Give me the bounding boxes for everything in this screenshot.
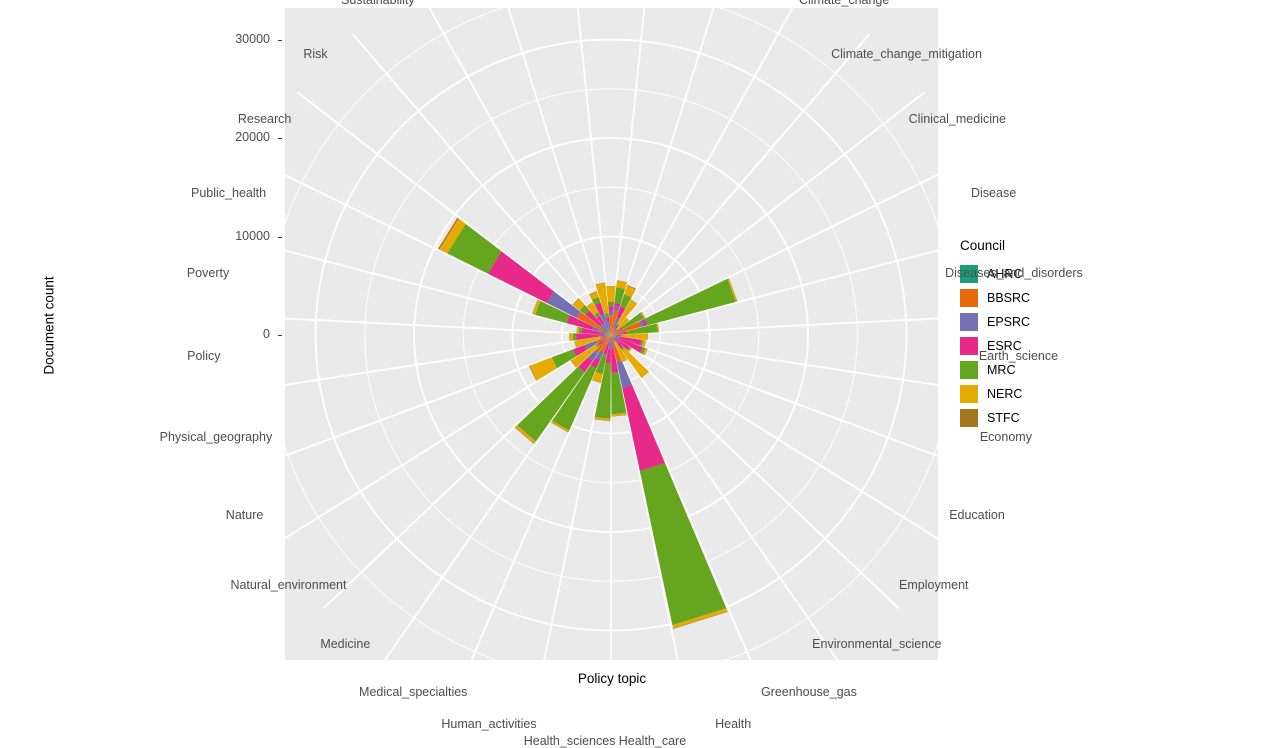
bar-segment[interactable]	[569, 333, 573, 341]
theta-axis-label: Poverty	[187, 266, 229, 280]
bar-segment[interactable]	[608, 306, 614, 311]
legend-item-label: EPSRC	[987, 315, 1030, 329]
polar-chart-svg	[285, 8, 938, 660]
theta-axis-label: Economy	[980, 430, 1032, 444]
polar-plot-panel	[285, 8, 938, 660]
y-tick-mark	[278, 237, 282, 238]
legend-title: Council	[960, 238, 1110, 254]
theta-axis-label: Natural_environment	[230, 578, 346, 592]
theta-axis-label: Medical_specialties	[359, 685, 467, 699]
theta-axis-label: Employment	[899, 578, 968, 592]
legend-swatch-icon	[960, 385, 978, 403]
y-tick-mark	[278, 138, 282, 139]
legend-item-stfc[interactable]: STFC	[960, 406, 1110, 430]
legend-swatch-icon	[960, 313, 978, 331]
legend-item-label: MRC	[987, 363, 1015, 377]
legend-item-nerc[interactable]: NERC	[960, 382, 1110, 406]
theta-axis-label: Sustainability	[341, 0, 415, 7]
legend-item-label: NERC	[987, 387, 1022, 401]
legend-swatch-icon	[960, 337, 978, 355]
y-tick-mark	[278, 40, 282, 41]
theta-axis-label: Public_health	[191, 186, 266, 200]
theta-axis-label: Nature	[226, 508, 264, 522]
theta-axis-label: Clinical_medicine	[909, 112, 1006, 126]
theta-axis-label: Physical_geography	[160, 430, 273, 444]
theta-axis-label: Medicine	[320, 637, 370, 651]
theta-axis-label: Climate_change	[799, 0, 889, 7]
theta-axis-label: Human_activities	[441, 717, 536, 731]
theta-axis-label: Greenhouse_gas	[761, 685, 857, 699]
bar-segment[interactable]	[645, 279, 736, 326]
legend-item-epsrc[interactable]: EPSRC	[960, 310, 1110, 334]
theta-axis-label: Policy	[187, 349, 220, 363]
theta-axis-label: Earth_science	[979, 349, 1058, 363]
y-tick-label: 30000	[210, 33, 270, 45]
theta-axis-label: Climate_change_mitigation	[831, 47, 982, 61]
bar-segment[interactable]	[620, 335, 622, 337]
y-tick-label: 20000	[210, 131, 270, 143]
bar-segment[interactable]	[609, 311, 614, 316]
theta-axis-label: Health_care	[619, 734, 686, 748]
legend-swatch-icon	[960, 409, 978, 427]
bar-segment[interactable]	[608, 302, 614, 306]
y-tick-label: 0	[210, 328, 270, 340]
theta-axis-label: Health_sciences	[524, 734, 616, 748]
bar-segment[interactable]	[640, 463, 727, 625]
legend-swatch-icon	[960, 361, 978, 379]
chart-page: Document count 0 10000 20000 30000 Policy t…	[0, 0, 1268, 696]
y-axis-title: Document count	[42, 236, 57, 416]
theta-axis-label: Diseases_and_disorders	[945, 266, 1083, 280]
x-axis-title: Policy topic	[512, 671, 712, 686]
legend-item-label: STFC	[987, 411, 1020, 425]
bar-segment[interactable]	[622, 385, 665, 471]
bar-segment[interactable]	[573, 333, 577, 340]
legend-item-bbsrc[interactable]: BBSRC	[960, 286, 1110, 310]
y-tick-label: 10000	[210, 230, 270, 242]
theta-axis-label: Disease	[971, 186, 1016, 200]
theta-axis-label: Risk	[303, 47, 327, 61]
theta-axis-label: Education	[949, 508, 1005, 522]
theta-axis-label: Research	[238, 112, 292, 126]
y-tick-mark	[278, 335, 282, 336]
legend-swatch-icon	[960, 289, 978, 307]
bar-segment[interactable]	[606, 286, 615, 302]
theta-axis-label: Environmental_science	[812, 637, 941, 651]
legend-item-label: BBSRC	[987, 291, 1030, 305]
theta-axis-label: Health	[715, 717, 751, 731]
